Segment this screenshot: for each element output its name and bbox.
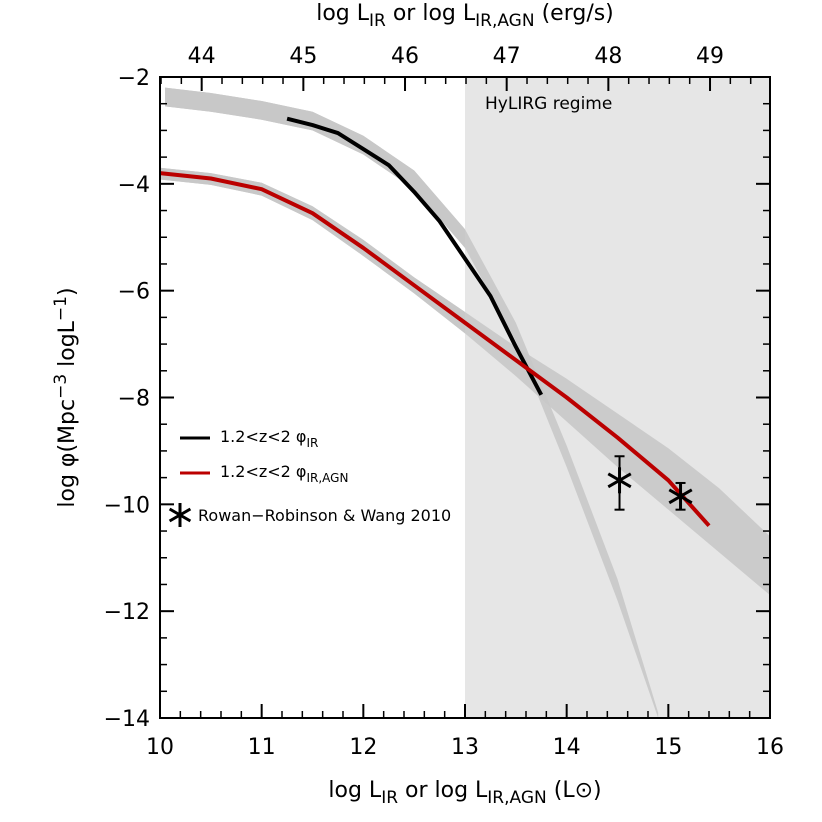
top-tick-label: 48 xyxy=(594,44,622,69)
top-tick-label: 49 xyxy=(696,44,724,69)
y-tick-label: −12 xyxy=(104,600,150,625)
series-line-1 xyxy=(159,171,711,528)
x-axis-label: log LIR or log LIR,AGN (L⊙) xyxy=(328,778,601,808)
y-tick-label: −2 xyxy=(118,66,150,91)
y-tick-label: −6 xyxy=(118,280,150,305)
data-points xyxy=(607,455,693,511)
top-axis-label: log LIR or log LIR,AGN (erg/s) xyxy=(316,1,614,31)
hylirg-region-shading xyxy=(465,77,770,718)
series-line-0 xyxy=(286,116,544,396)
legend-label-rowan-robinson: Rowan−Robinson & Wang 2010 xyxy=(198,506,451,525)
x-tick-label: 11 xyxy=(248,735,276,760)
x-tick-label: 14 xyxy=(553,735,581,760)
top-tick-label: 44 xyxy=(188,44,216,69)
series-lines xyxy=(159,116,711,528)
x-tick-label: 10 xyxy=(146,735,174,760)
x-tick-label: 12 xyxy=(349,735,377,760)
x-tick-label: 16 xyxy=(756,735,784,760)
y-tick-label: −8 xyxy=(118,387,150,412)
top-tick-label: 46 xyxy=(391,44,419,69)
y-axis-label: log φ(Mpc−3 logL−1) xyxy=(51,287,80,507)
axis-ticks: 10 11 12 13 14 15 16 −2 −4 −6 −8 −10 −12 −14 44 45 46 47 4… xyxy=(104,44,784,760)
legend-label-ir: 1.2<z<2 φIR xyxy=(220,427,318,450)
y-tick-label: −10 xyxy=(104,493,150,518)
y-tick-label: −14 xyxy=(104,707,150,732)
data-point-0 xyxy=(607,467,632,494)
legend-asterisk-marker xyxy=(168,503,192,527)
legend-asterisk xyxy=(168,503,192,527)
y-tick-label: −4 xyxy=(118,173,150,198)
legend-label-ir-agn: 1.2<z<2 φIR,AGN xyxy=(220,462,348,485)
legend: 1.2<z<2 φIR 1.2<z<2 φIR,AGN Rowan−Robins… xyxy=(168,427,451,527)
x-tick-label: 13 xyxy=(451,735,479,760)
data-point-1 xyxy=(668,483,693,510)
top-tick-label: 47 xyxy=(493,44,521,69)
x-tick-label: 15 xyxy=(654,735,682,760)
top-tick-label: 45 xyxy=(289,44,317,69)
region-label: HyLIRG regime xyxy=(485,94,612,114)
